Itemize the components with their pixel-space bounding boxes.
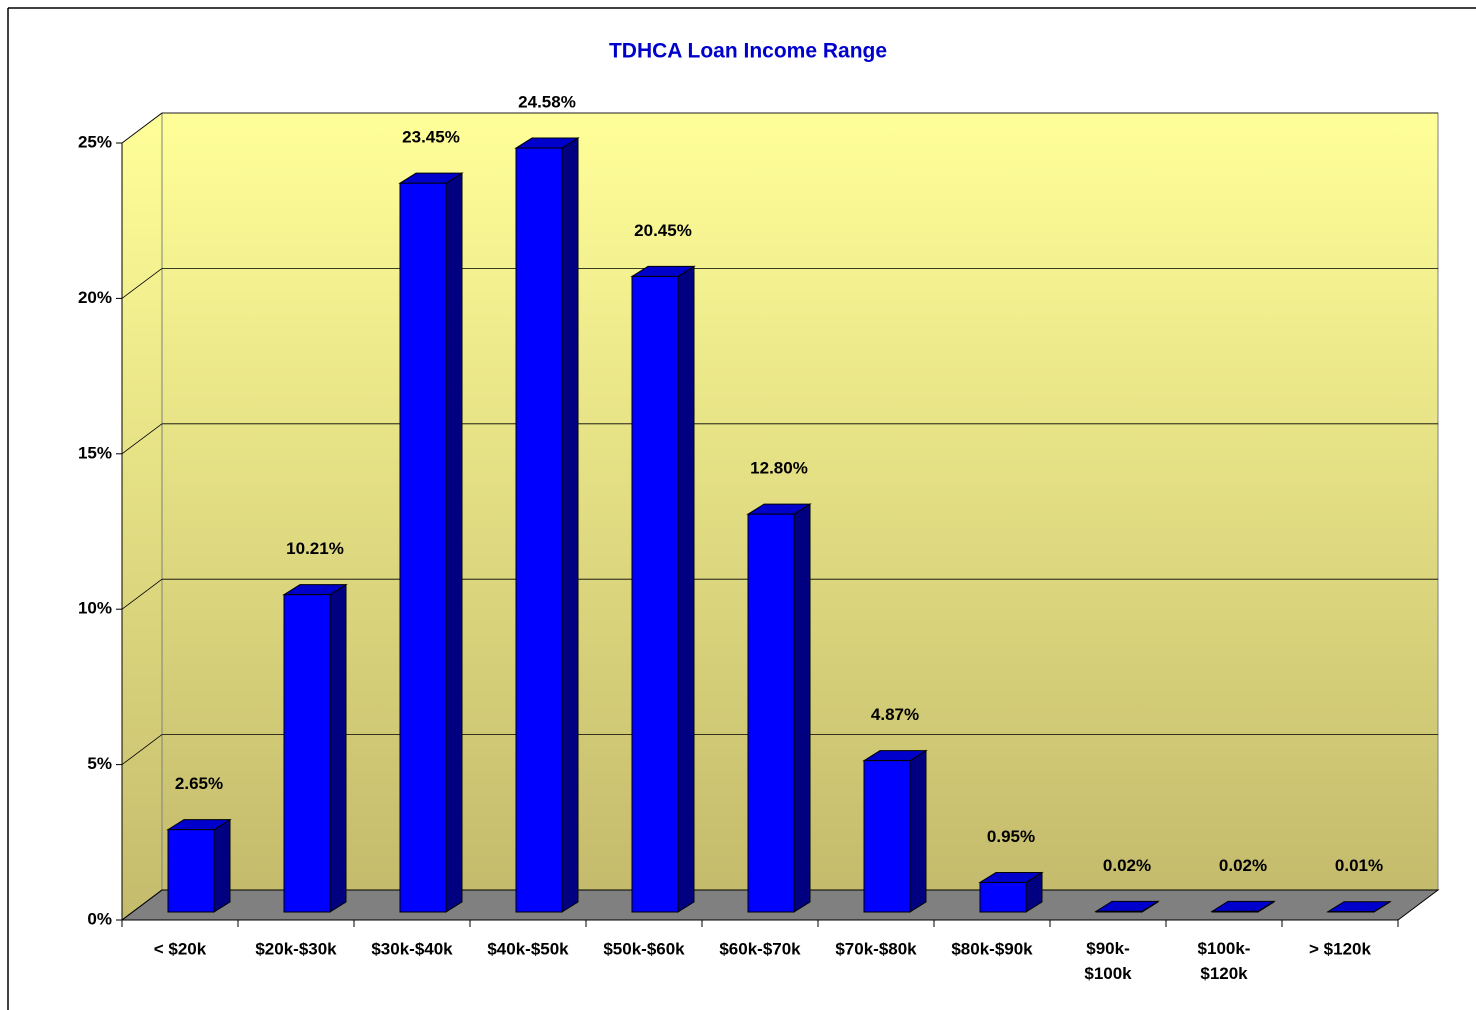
data-label: 23.45% (402, 128, 460, 147)
bar-side (909, 749, 927, 913)
bar (1211, 910, 1259, 913)
y-tick-label: 0% (87, 909, 112, 928)
bar (399, 182, 447, 913)
data-label: 0.01% (1335, 856, 1383, 875)
bar-side (793, 503, 811, 913)
data-label: 0.02% (1103, 856, 1151, 875)
y-tick-label: 20% (78, 288, 112, 307)
chart-title: TDHCA Loan Income Range (609, 40, 887, 63)
y-tick-label: 25% (78, 132, 112, 151)
data-label: 4.87% (871, 705, 919, 724)
y-tick-label: 15% (78, 443, 112, 462)
bar (515, 147, 563, 913)
data-label: 24.58% (518, 93, 576, 112)
grid-line (121, 578, 163, 610)
x-tick-label: $40k-$50k (487, 939, 569, 958)
bar (283, 594, 331, 913)
bar (167, 829, 215, 913)
x-tick-label: $20k-$30k (255, 939, 337, 958)
y-tick-label: 5% (87, 754, 112, 773)
grid-line (121, 889, 163, 921)
x-tick-label: $100k- $120k (1198, 939, 1251, 983)
x-tick-label: $80k-$90k (951, 939, 1033, 958)
bar (631, 275, 679, 913)
side-wall (121, 112, 163, 921)
data-label: 2.65% (175, 774, 223, 793)
bar (747, 513, 795, 913)
bar-side (445, 172, 463, 913)
x-tick-label: > $120k (1309, 939, 1371, 958)
x-tick-label: $90k- $100k (1084, 939, 1132, 983)
label-line: $120k (1200, 964, 1248, 983)
data-label: 0.95% (987, 827, 1035, 846)
grid-line (121, 423, 163, 455)
bar-side (329, 583, 347, 913)
bar-side (561, 137, 579, 913)
data-label: 0.02% (1219, 856, 1267, 875)
bar (979, 881, 1027, 913)
data-label: 20.45% (634, 221, 692, 240)
grid-line (121, 112, 163, 144)
data-label: 10.21% (286, 539, 344, 558)
grid-line (121, 734, 163, 765)
x-tick-label: < $20k (154, 939, 207, 958)
label-line: $90k- (1086, 939, 1129, 958)
label-line: $100k (1084, 964, 1132, 983)
bar (1095, 910, 1143, 913)
data-label: 12.80% (750, 459, 808, 478)
x-tick-label: $60k-$70k (719, 939, 801, 958)
y-tick-label: 10% (78, 599, 112, 618)
x-tick-label: $50k-$60k (603, 939, 685, 958)
bar-side (677, 265, 695, 913)
bar-side (213, 818, 231, 913)
x-tick-label: $30k-$40k (371, 939, 453, 958)
label-line: $100k- (1198, 939, 1251, 958)
grid-line (121, 268, 163, 299)
bar (863, 760, 911, 913)
x-tick-label: $70k-$80k (835, 939, 917, 958)
